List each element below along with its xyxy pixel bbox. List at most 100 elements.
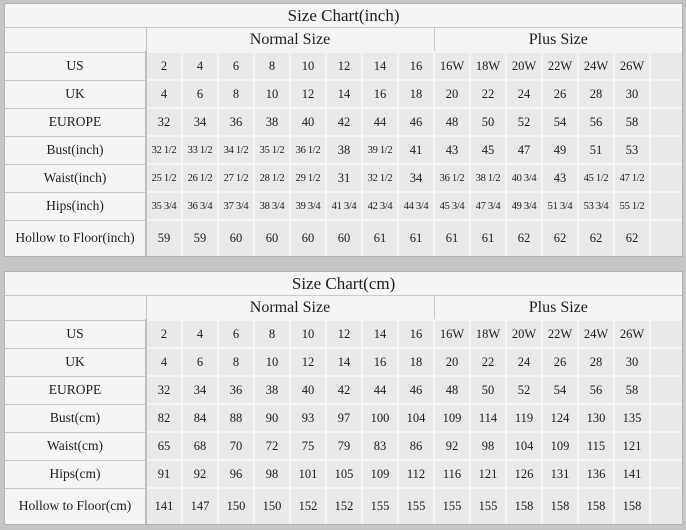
table-row: Bust(cm) 82 84 88 90 93 97 100 104 109 114 119 124 13… — [5, 403, 683, 432]
size-chart-inch-table: Size Chart(inch) Normal Size Plus Size U… — [4, 3, 683, 257]
size-value-cell: 38 — [325, 135, 362, 164]
row-label: Hips(cm) — [5, 459, 147, 488]
size-value-cell: 43 — [433, 135, 470, 164]
size-value-cell: 24W — [577, 319, 614, 348]
size-value-cell: 75 — [289, 431, 326, 460]
table-row: US 2 4 6 8 10 12 14 16 16W 18W 20W 22W 24W 26W — [5, 319, 683, 348]
size-value-cell: 60 — [217, 219, 254, 256]
size-value-cell: 44 — [361, 107, 398, 136]
size-value-cell: 155 — [397, 487, 434, 524]
size-value-cell: 48 — [433, 107, 470, 136]
size-value-cell: 41 3/4 — [325, 191, 362, 220]
empty-trailing-cell — [648, 347, 683, 376]
size-value-cell: 16 — [397, 319, 434, 348]
size-value-cell: 84 — [181, 403, 218, 432]
size-value-cell: 12 — [289, 347, 326, 376]
size-value-cell: 50 — [469, 107, 506, 136]
size-value-cell: 36 — [217, 107, 254, 136]
size-value-cell: 47 1/2 — [613, 163, 650, 192]
empty-trailing-cell — [648, 219, 683, 256]
size-value-cell: 158 — [577, 487, 614, 524]
size-value-cell: 49 — [541, 135, 578, 164]
size-value-cell: 36 3/4 — [181, 191, 218, 220]
size-value-cell: 98 — [469, 431, 506, 460]
size-value-cell: 65 — [145, 431, 182, 460]
size-value-cell: 47 3/4 — [469, 191, 506, 220]
size-value-cell: 98 — [253, 459, 290, 488]
row-label: EUROPE — [5, 107, 147, 136]
size-value-cell: 38 — [253, 375, 290, 404]
table-row: Hips(cm) 91 92 96 98 101 105 109 112 116 121 126 131… — [5, 459, 683, 488]
size-value-cell: 28 — [577, 347, 614, 376]
row-label: UK — [5, 79, 147, 108]
size-value-cell: 158 — [505, 487, 542, 524]
size-table: Size Chart(inch) Normal Size Plus Size U… — [5, 4, 683, 256]
size-value-cell: 36 1/2 — [433, 163, 470, 192]
row-label: EUROPE — [5, 375, 147, 404]
size-value-cell: 61 — [361, 219, 398, 256]
size-value-cell: 18W — [469, 51, 506, 80]
size-value-cell: 54 — [541, 107, 578, 136]
size-value-cell: 28 1/2 — [253, 163, 290, 192]
size-value-cell: 124 — [541, 403, 578, 432]
size-value-cell: 16W — [433, 319, 470, 348]
size-value-cell: 55 1/2 — [613, 191, 650, 220]
size-value-cell: 4 — [181, 319, 218, 348]
size-value-cell: 62 — [505, 219, 542, 256]
row-label: Bust(cm) — [5, 403, 147, 432]
size-value-cell: 104 — [505, 431, 542, 460]
size-value-cell: 40 — [289, 107, 326, 136]
size-value-cell: 39 1/2 — [361, 135, 398, 164]
column-group-normal-size: Normal Size — [145, 27, 434, 52]
size-value-cell: 44 3/4 — [397, 191, 434, 220]
row-label: Hollow to Floor(inch) — [5, 219, 147, 256]
size-value-cell: 52 — [505, 375, 542, 404]
size-value-cell: 150 — [253, 487, 290, 524]
size-value-cell: 109 — [541, 431, 578, 460]
size-value-cell: 38 3/4 — [253, 191, 290, 220]
size-value-cell: 2 — [145, 51, 182, 80]
empty-trailing-cell — [648, 431, 683, 460]
size-value-cell: 48 — [433, 375, 470, 404]
size-value-cell: 44 — [361, 375, 398, 404]
size-value-cell: 121 — [469, 459, 506, 488]
size-value-cell: 97 — [325, 403, 362, 432]
size-value-cell: 116 — [433, 459, 470, 488]
size-value-cell: 4 — [181, 51, 218, 80]
size-value-cell: 18W — [469, 319, 506, 348]
size-value-cell: 26W — [613, 319, 650, 348]
size-value-cell: 22 — [469, 79, 506, 108]
empty-trailing-cell — [648, 135, 683, 164]
size-value-cell: 18 — [397, 79, 434, 108]
size-value-cell: 58 — [613, 375, 650, 404]
size-value-cell: 26 1/2 — [181, 163, 218, 192]
column-group-plus-size: Plus Size — [433, 295, 683, 320]
empty-trailing-cell — [648, 51, 683, 80]
size-value-cell: 16W — [433, 51, 470, 80]
size-value-cell: 105 — [325, 459, 362, 488]
row-label: US — [5, 319, 147, 348]
size-value-cell: 155 — [469, 487, 506, 524]
size-value-cell: 34 1/2 — [217, 135, 254, 164]
size-value-cell: 92 — [433, 431, 470, 460]
size-value-cell: 62 — [613, 219, 650, 256]
size-value-cell: 50 — [469, 375, 506, 404]
size-value-cell: 30 — [613, 347, 650, 376]
size-value-cell: 158 — [541, 487, 578, 524]
size-value-cell: 72 — [253, 431, 290, 460]
empty-trailing-cell — [648, 163, 683, 192]
size-value-cell: 20W — [505, 51, 542, 80]
empty-trailing-cell — [648, 375, 683, 404]
size-value-cell: 86 — [397, 431, 434, 460]
size-value-cell: 126 — [505, 459, 542, 488]
size-value-cell: 53 3/4 — [577, 191, 614, 220]
size-value-cell: 6 — [181, 347, 218, 376]
size-value-cell: 147 — [181, 487, 218, 524]
size-value-cell: 68 — [181, 431, 218, 460]
size-value-cell: 109 — [361, 459, 398, 488]
size-value-cell: 121 — [613, 431, 650, 460]
size-value-cell: 109 — [433, 403, 470, 432]
table-row: UK 4 6 8 10 12 14 16 18 20 22 24 26 28 30 — [5, 347, 683, 376]
size-value-cell: 150 — [217, 487, 254, 524]
